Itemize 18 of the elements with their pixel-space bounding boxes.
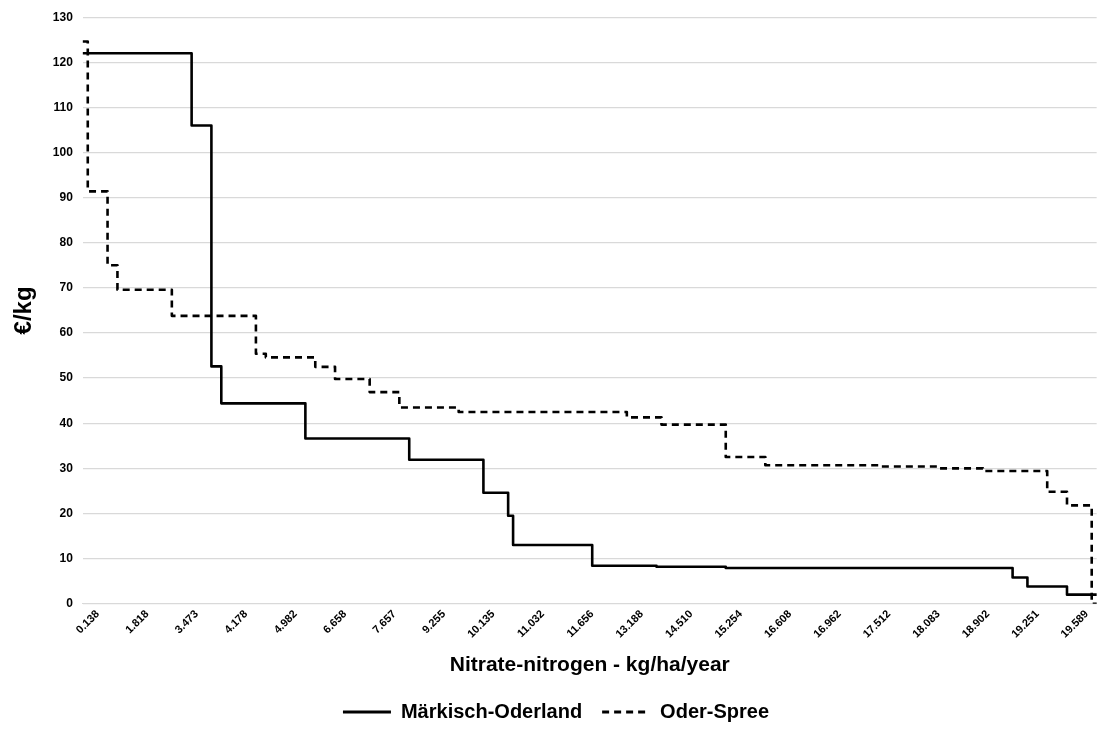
y-tick-label: 90: [59, 189, 74, 204]
legend-label: Oder-Spree: [660, 699, 770, 722]
legend-label: Märkisch-Oderland: [400, 699, 583, 722]
y-tick-label: 70: [59, 280, 74, 295]
y-tick-label: 20: [59, 505, 74, 520]
y-tick-label: 10: [59, 550, 74, 565]
y-tick-label: 60: [59, 325, 74, 340]
x-axis-title: Nitrate-nitrogen - kg/ha/year: [449, 652, 730, 676]
y-tick-label: 40: [59, 415, 74, 430]
y-tick-label: 50: [59, 370, 74, 385]
y-tick-label: 80: [59, 235, 74, 250]
y-axis-title: €/kg: [9, 286, 37, 335]
y-tick-label: 30: [59, 460, 74, 475]
y-tick-label: 0: [66, 595, 74, 610]
y-tick-label: 120: [52, 54, 74, 69]
y-tick-label: 130: [52, 9, 74, 24]
y-tick-label: 110: [53, 99, 74, 114]
y-tick-label: 100: [52, 144, 74, 159]
